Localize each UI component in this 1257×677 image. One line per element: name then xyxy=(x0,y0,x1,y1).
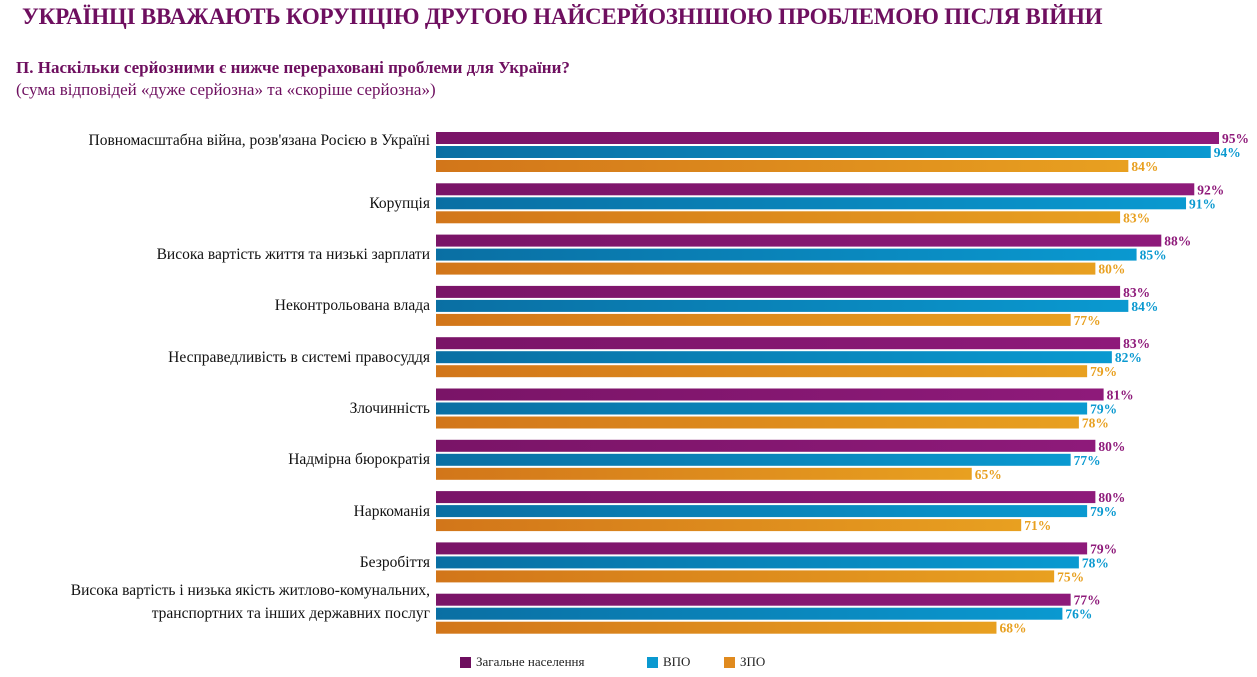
bar xyxy=(436,388,1104,401)
legend-swatch xyxy=(647,656,658,668)
data-label: 80% xyxy=(1098,439,1125,454)
data-label: 68% xyxy=(999,621,1026,636)
data-label: 84% xyxy=(1131,159,1158,174)
category-label: Повномасштабна війна, розв'язана Росією … xyxy=(88,132,430,149)
chart-title: П. Наскільки серйозними є нижче перерахо… xyxy=(16,58,570,77)
bar xyxy=(436,453,1071,466)
bar xyxy=(436,313,1071,326)
bar xyxy=(436,183,1195,196)
bar xyxy=(436,146,1211,158)
data-label: 79% xyxy=(1090,541,1117,556)
bar xyxy=(436,132,1219,144)
category-label: Висока вартість життя та низькі зарплати xyxy=(156,246,430,264)
category-label: Надмірна бюрократія xyxy=(288,451,430,469)
category-label: Неконтрольована влада xyxy=(274,297,430,315)
bar xyxy=(436,351,1112,364)
bar xyxy=(436,365,1088,378)
legend-swatch xyxy=(460,656,471,668)
bar xyxy=(436,234,1162,247)
data-label: 77% xyxy=(1074,313,1101,328)
data-label: 92% xyxy=(1197,182,1224,197)
data-label: 83% xyxy=(1123,285,1150,300)
data-label: 78% xyxy=(1082,555,1109,570)
bar xyxy=(436,593,1071,606)
chart-subtitle: (сума відповідей «дуже серйозна» та «ско… xyxy=(16,80,436,99)
data-label: 80% xyxy=(1098,262,1125,277)
data-label: 80% xyxy=(1098,490,1125,505)
data-label: 84% xyxy=(1131,299,1158,314)
bar xyxy=(436,467,972,480)
data-label: 65% xyxy=(975,467,1002,482)
data-label: 94% xyxy=(1214,145,1241,160)
bar xyxy=(436,621,997,634)
data-label: 76% xyxy=(1065,607,1092,622)
bar xyxy=(436,285,1121,298)
data-label: 83% xyxy=(1123,210,1150,225)
bar xyxy=(436,248,1137,261)
data-label: 75% xyxy=(1057,569,1084,584)
bar xyxy=(436,491,1096,504)
data-label: 83% xyxy=(1123,336,1150,351)
bar xyxy=(436,542,1088,555)
data-label: 71% xyxy=(1024,518,1051,533)
category-label: Висока вартість і низька якість житлово-… xyxy=(70,582,430,623)
legend-swatch xyxy=(724,656,735,668)
legend-item-zpo: ЗПО xyxy=(724,654,765,670)
category-label: Корупція xyxy=(369,194,430,212)
data-label: 77% xyxy=(1074,453,1101,468)
bar xyxy=(436,505,1088,518)
data-label: 88% xyxy=(1164,234,1191,249)
bar xyxy=(436,570,1055,583)
bar xyxy=(436,416,1079,429)
data-label: 95% xyxy=(1222,131,1249,146)
bar xyxy=(436,519,1022,532)
legend-item-vpo: ВПО xyxy=(647,654,690,670)
legend-label: ВПО xyxy=(663,654,691,669)
legend-item-general: Загальне населення xyxy=(460,654,584,670)
bar xyxy=(436,197,1187,210)
bar xyxy=(436,299,1129,312)
category-label: Несправедливість в системі правосуддя xyxy=(168,348,430,366)
category-label: Злочинність xyxy=(349,400,430,417)
page-title: УКРАЇНЦІ ВВАЖАЮТЬ КОРУПЦІЮ ДРУГОЮ НАЙСЕР… xyxy=(22,4,1103,29)
bar xyxy=(436,556,1079,569)
data-label: 77% xyxy=(1074,593,1101,608)
bar xyxy=(436,439,1096,452)
data-label: 91% xyxy=(1189,196,1216,211)
bar xyxy=(436,211,1121,224)
data-label: 78% xyxy=(1082,416,1109,431)
category-label: Безробіття xyxy=(359,553,430,571)
bar xyxy=(436,607,1063,620)
data-label: 81% xyxy=(1107,388,1134,403)
data-label: 79% xyxy=(1090,364,1117,379)
data-label: 79% xyxy=(1090,402,1117,417)
bar xyxy=(436,402,1088,415)
bar xyxy=(436,160,1129,172)
category-label: Наркоманія xyxy=(353,502,430,520)
legend-label: Загальне населення xyxy=(476,654,585,669)
data-label: 82% xyxy=(1115,350,1142,365)
legend-label: ЗПО xyxy=(740,654,766,669)
data-label: 85% xyxy=(1140,248,1167,263)
bar xyxy=(436,337,1121,350)
bar xyxy=(436,262,1096,275)
data-label: 79% xyxy=(1090,504,1117,519)
